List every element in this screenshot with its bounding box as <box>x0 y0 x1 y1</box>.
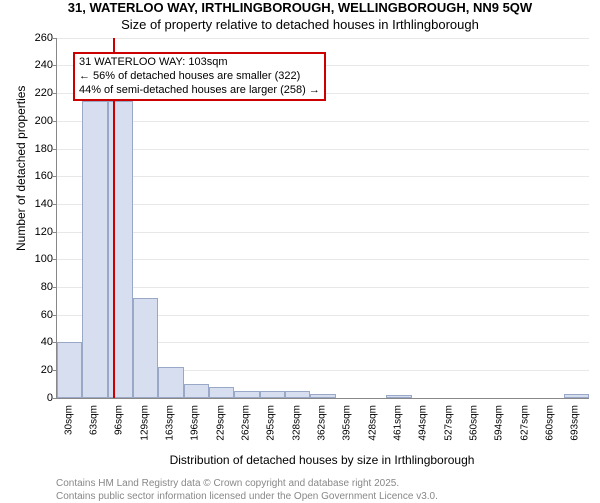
chart-title: 31, WATERLOO WAY, IRTHLINGBOROUGH, WELLI… <box>0 0 600 17</box>
x-tick-label: 428sqm <box>367 405 378 441</box>
gridline <box>57 121 589 122</box>
bar <box>386 395 411 398</box>
chart-subtitle: Size of property relative to detached ho… <box>0 17 600 34</box>
x-axis-title: Distribution of detached houses by size … <box>56 453 588 467</box>
bar <box>209 387 234 398</box>
attribution-line1: Contains HM Land Registry data © Crown c… <box>56 477 600 490</box>
y-tick-mark <box>53 149 57 150</box>
y-tick-label: 260 <box>19 32 53 44</box>
y-tick-mark <box>53 93 57 94</box>
y-tick-label: 40 <box>19 336 53 348</box>
annotation-box: 31 WATERLOO WAY: 103sqm← 56% of detached… <box>73 52 326 101</box>
annotation-line: 44% of semi-detached houses are larger (… <box>79 84 320 98</box>
gridline <box>57 232 589 233</box>
x-tick-label: 560sqm <box>469 405 480 441</box>
y-tick-mark <box>53 65 57 66</box>
y-tick-mark <box>53 121 57 122</box>
y-tick-label: 120 <box>19 226 53 238</box>
annotation-line: ← 56% of detached houses are smaller (32… <box>79 70 320 84</box>
x-tick-label: 627sqm <box>519 405 530 441</box>
y-tick-label: 100 <box>19 253 53 265</box>
x-tick-label: 196sqm <box>190 405 201 441</box>
y-axis-labels: 020406080100120140160180200220240260 <box>17 38 57 398</box>
y-tick-mark <box>53 315 57 316</box>
gridline <box>57 176 589 177</box>
x-tick-label: 63sqm <box>89 405 100 435</box>
bar <box>184 384 209 398</box>
annotation-line: 31 WATERLOO WAY: 103sqm <box>79 56 320 70</box>
gridline <box>57 204 589 205</box>
y-tick-label: 20 <box>19 364 53 376</box>
x-tick-label: 395sqm <box>342 405 353 441</box>
y-tick-label: 140 <box>19 198 53 210</box>
plot-wrap: 020406080100120140160180200220240260 31 … <box>56 38 588 467</box>
attribution-line2: Contains public sector information licen… <box>56 490 600 503</box>
gridline <box>57 38 589 39</box>
y-tick-label: 180 <box>19 143 53 155</box>
bar <box>133 298 158 398</box>
y-tick-mark <box>53 204 57 205</box>
y-tick-mark <box>53 259 57 260</box>
y-tick-label: 0 <box>19 392 53 404</box>
x-tick-label: 129sqm <box>139 405 150 441</box>
y-tick-label: 200 <box>19 115 53 127</box>
x-tick-label: 229sqm <box>215 405 226 441</box>
bar <box>234 391 259 398</box>
x-tick-label: 594sqm <box>494 405 505 441</box>
bar <box>57 342 82 397</box>
gridline <box>57 287 589 288</box>
bar <box>564 394 589 398</box>
x-axis-labels: 30sqm 63sqm 96sqm 129sqm 163sqm 196sqm 229sqm 2… <box>56 399 588 451</box>
bar <box>310 394 335 398</box>
attribution: Contains HM Land Registry data © Crown c… <box>56 477 600 503</box>
chart-container: 31, WATERLOO WAY, IRTHLINGBOROUGH, WELLI… <box>0 0 600 500</box>
x-tick-label: 527sqm <box>443 405 454 441</box>
y-tick-label: 60 <box>19 309 53 321</box>
x-tick-label: 362sqm <box>317 405 328 441</box>
bar <box>285 391 310 398</box>
y-tick-mark <box>53 232 57 233</box>
y-tick-mark <box>53 38 57 39</box>
bar <box>82 101 107 397</box>
x-tick-label: 328sqm <box>291 405 302 441</box>
y-tick-label: 80 <box>19 281 53 293</box>
x-tick-label: 262sqm <box>241 405 252 441</box>
x-tick-label: 96sqm <box>114 405 125 435</box>
y-tick-label: 160 <box>19 170 53 182</box>
x-tick-label: 30sqm <box>63 405 74 435</box>
x-tick-label: 693sqm <box>570 405 581 441</box>
x-tick-label: 163sqm <box>165 405 176 441</box>
x-tick-label: 494sqm <box>418 405 429 441</box>
plot-area: 020406080100120140160180200220240260 31 … <box>56 38 589 399</box>
bar <box>108 101 133 397</box>
x-tick-label: 295sqm <box>266 405 277 441</box>
y-tick-mark <box>53 176 57 177</box>
x-tick-label: 461sqm <box>393 405 404 441</box>
bar <box>260 391 285 398</box>
y-tick-label: 240 <box>19 59 53 71</box>
y-tick-mark <box>53 287 57 288</box>
y-tick-label: 220 <box>19 87 53 99</box>
gridline <box>57 259 589 260</box>
gridline <box>57 149 589 150</box>
bar <box>158 367 183 397</box>
x-tick-label: 660sqm <box>545 405 556 441</box>
